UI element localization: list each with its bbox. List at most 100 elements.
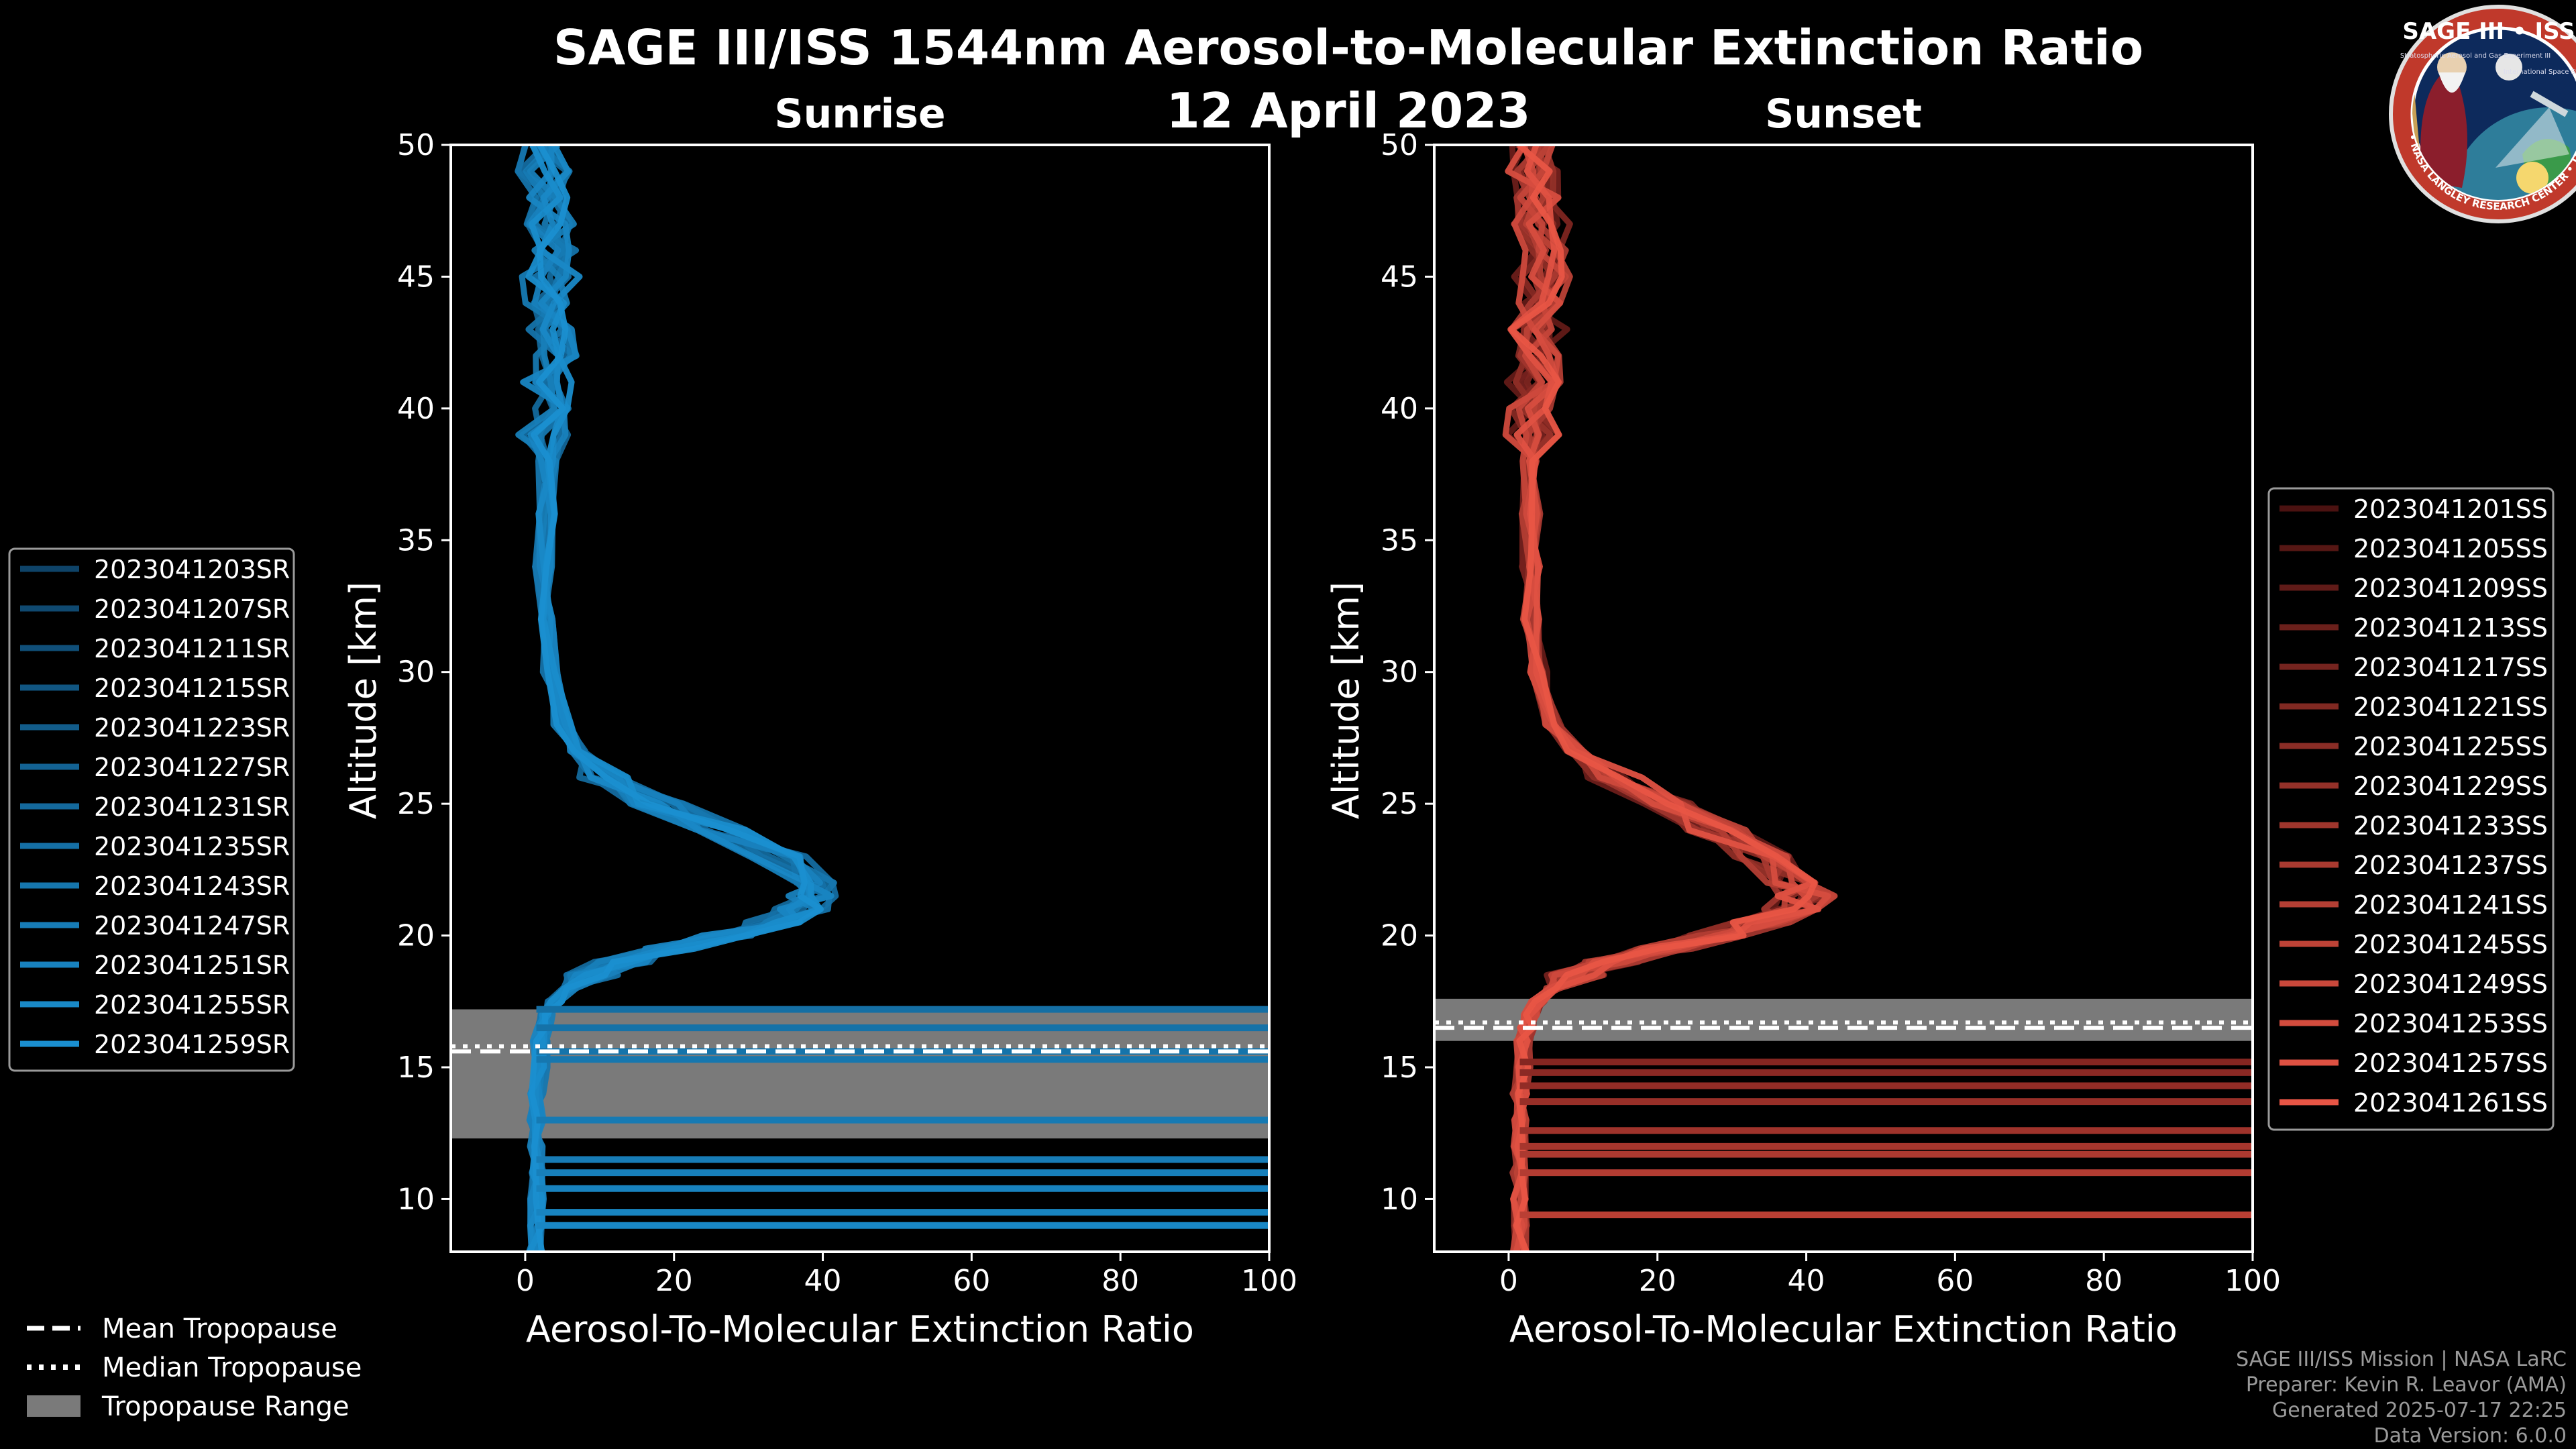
sunrise-legend-label-2023041243SR: 2023041243SR [94,871,290,901]
sunset-legend-label-2023041225SS: 2023041225SS [2353,732,2548,761]
sunset-panel: Sunset Aerosol-To-Molecular Extinction R… [1325,91,2281,1350]
logo-sun [2516,162,2548,194]
credits-block: SAGE III/ISS Mission | NASA LaRC Prepare… [2236,1348,2567,1448]
sunset-x-tick-label-40: 40 [1788,1264,1825,1298]
median-tropopause-label: Median Tropopause [102,1352,362,1383]
credit-mission: SAGE III/ISS Mission | NASA LaRC [2236,1348,2567,1371]
sunset-x-tick-label-100: 100 [2224,1264,2281,1298]
sunset-legend-label-2023041233SS: 2023041233SS [2353,811,2548,841]
sunrise-legend-label-2023041211SR: 2023041211SR [94,634,290,663]
figure-date: 12 April 2023 [1167,83,1531,139]
sunset-legend-label-2023041241SS: 2023041241SS [2353,890,2548,920]
sunrise-y-tick-label-20: 20 [397,919,435,953]
sunrise-plot-area [451,145,1269,1252]
sunrise-x-tick-label-0: 0 [516,1264,535,1298]
sunset-legend-label-2023041237SS: 2023041237SS [2353,851,2548,880]
sunrise-y-tick-label-50: 50 [397,128,435,162]
sunset-y-tick-label-10: 10 [1381,1182,1418,1216]
sunrise-legend-label-2023041259SR: 2023041259SR [94,1030,290,1059]
sunset-legend-label-2023041205SS: 2023041205SS [2353,534,2548,564]
sunrise-y-tick-label-15: 15 [397,1051,435,1085]
sunrise-axes-frame [449,144,1271,1253]
sunset-axes-frame [1433,144,2254,1253]
sunrise-legend-label-2023041251SR: 2023041251SR [94,951,290,980]
sunset-plot-area [1434,145,2253,1252]
sunset-y-tick-label-50: 50 [1381,128,1418,162]
sunrise-profile-2023041259SR [529,145,824,1252]
logo-figure-robe [2420,74,2467,188]
sunrise-legend: 2023041203SR 2023041207SR 2023041211SR 2023… [8,547,295,1072]
sunset-legend: 2023041201SS 2023041205SS 2023041209SS 2023… [2267,487,2555,1131]
sunrise-legend-frame [8,547,295,1072]
tropopause-legend: Mean Tropopause Median Tropopause Tropop… [27,1313,362,1422]
sunrise-y-tick-label-35: 35 [397,523,435,557]
sunset-legend-label-2023041209SS: 2023041209SS [2353,574,2548,603]
sunset-x-tick-label-20: 20 [1639,1264,1676,1298]
sunrise-x-tick-label-40: 40 [804,1264,842,1298]
sunset-y-tick-label-30: 30 [1381,655,1418,690]
sunrise-legend-label-2023041247SR: 2023041247SR [94,911,290,941]
sunrise-panel: Sunrise Aerosol-To-Molecular Extinction … [342,91,1297,1350]
sunset-x-tick-label-0: 0 [1499,1264,1518,1298]
sunset-y-tick-label-45: 45 [1381,260,1418,294]
sunset-legend-label-2023041221SS: 2023041221SS [2353,692,2548,722]
logo-earth [2449,107,2576,200]
sunset-legend-label-2023041217SS: 2023041217SS [2353,653,2548,682]
sunset-legend-label-2023041253SS: 2023041253SS [2353,1009,2548,1038]
sunset-y-tick-label-20: 20 [1381,919,1418,953]
sunrise-x-axis-label: Aerosol-To-Molecular Extinction Ratio [526,1308,1194,1350]
sunset-legend-label-2023041229SS: 2023041229SS [2353,771,2548,801]
sunset-y-tick-label-40: 40 [1381,392,1418,426]
sunrise-legend-label-2023041215SR: 2023041215SR [94,674,290,703]
sunrise-legend-label-2023041203SR: 2023041203SR [94,555,290,584]
logo-subtitle: Stratospheric Aerosol and Gas Experiment… [2400,52,2551,60]
sunrise-y-tick-label-45: 45 [397,260,435,294]
sunset-y-tick-label-35: 35 [1381,523,1418,557]
sunset-legend-label-2023041257SS: 2023041257SS [2353,1049,2548,1078]
tropopause-range-label: Tropopause Range [101,1391,350,1422]
sunrise-legend-label-2023041223SR: 2023041223SR [94,713,290,743]
logo-title: SAGE III • ISS [2402,18,2575,45]
sunset-legend-frame [2267,487,2555,1131]
sunrise-y-tick-label-25: 25 [397,787,435,821]
logo-station [2530,91,2569,117]
sunrise-panel-title: Sunrise [774,91,945,138]
credit-data-version: Data Version: 6.0.0 [2374,1424,2567,1448]
mean-tropopause-label: Mean Tropopause [102,1313,337,1344]
credit-generated: Generated 2025-07-17 22:25 [2272,1399,2567,1422]
sunset-legend-label-2023041249SS: 2023041249SS [2353,969,2548,999]
sunset-legend-label-2023041201SS: 2023041201SS [2353,494,2548,524]
sunrise-legend-label-2023041255SR: 2023041255SR [94,990,290,1020]
sunset-tropopause-range [1434,998,2253,1041]
logo-light-beam [2496,107,2569,168]
sunset-x-tick-label-60: 60 [1936,1264,1974,1298]
sunset-legend-label-2023041261SS: 2023041261SS [2353,1088,2548,1118]
figure-title: SAGE III/ISS 1544nm Aerosol-to-Molecular… [553,19,2143,76]
sunrise-legend-label-2023041227SR: 2023041227SR [94,753,290,782]
logo-figure-beard [2438,72,2465,93]
sunset-legend-label-2023041213SS: 2023041213SS [2353,613,2548,643]
sunrise-x-tick-label-80: 80 [1102,1264,1139,1298]
sunset-y-tick-label-15: 15 [1381,1051,1418,1085]
sunset-panel-title: Sunset [1765,91,1922,138]
sunset-y-tick-label-25: 25 [1381,787,1418,821]
sunrise-x-tick-label-60: 60 [953,1264,990,1298]
sunrise-y-tick-label-10: 10 [397,1182,435,1216]
sunrise-legend-label-2023041235SR: 2023041235SR [94,832,290,861]
sunrise-x-tick-label-20: 20 [655,1264,693,1298]
tropopause-range-swatch [27,1395,80,1417]
sunrise-legend-label-2023041231SR: 2023041231SR [94,792,290,822]
sunset-legend-label-2023041245SS: 2023041245SS [2353,930,2548,959]
sunrise-y-tick-label-30: 30 [397,655,435,690]
sunrise-profile-2023041251SR [527,145,813,1252]
sunset-y-axis-label: Altitude [km] [1325,582,1367,819]
sunrise-legend-label-2023041207SR: 2023041207SR [94,594,290,624]
sunrise-x-tick-label-100: 100 [1241,1264,1297,1298]
logo-station-label: International Space Station [2504,68,2576,76]
sunrise-y-axis-label: Altitude [km] [342,582,384,819]
logo-moon [2496,54,2522,80]
sunset-x-axis-label: Aerosol-To-Molecular Extinction Ratio [1509,1308,2178,1350]
sunset-x-tick-label-80: 80 [2085,1264,2123,1298]
